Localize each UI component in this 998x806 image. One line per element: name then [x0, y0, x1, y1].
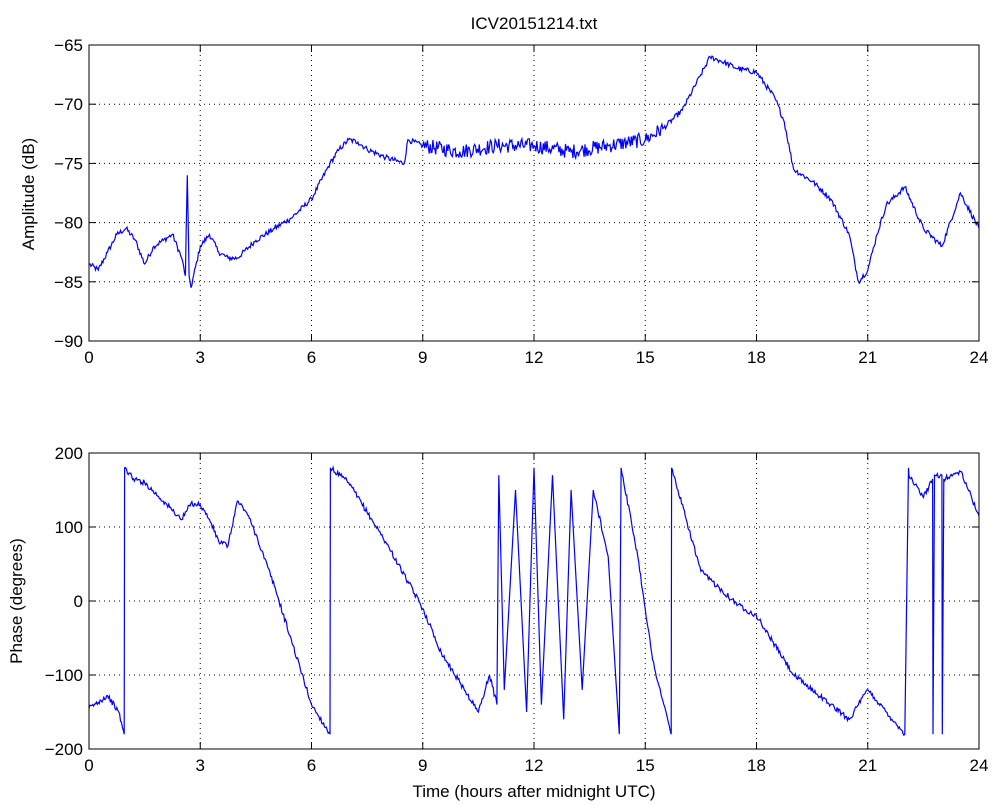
- series-line: [88, 55, 980, 288]
- y-tick-label: −90: [54, 332, 83, 351]
- x-tick-label: 15: [636, 756, 655, 775]
- y-tick-label: −85: [54, 273, 83, 292]
- y-tick-label: −70: [54, 95, 83, 114]
- y-tick-label: −75: [54, 154, 83, 173]
- phase-plot: 0 3 6 9 12 15 18 21 24 −200 −100 0 100 200: [45, 444, 989, 775]
- series-line: [88, 465, 980, 737]
- x-tick-label: 21: [858, 756, 877, 775]
- x-tick-label: 21: [858, 348, 877, 367]
- x-tick-label: 15: [636, 348, 655, 367]
- y-tick-label: −65: [54, 36, 83, 55]
- x-tick-label: 12: [525, 348, 544, 367]
- x-tick-label: 9: [418, 756, 427, 775]
- x-tick-label: 6: [307, 348, 316, 367]
- x-tick-label: 3: [196, 756, 205, 775]
- y-tick-label: −100: [45, 666, 83, 685]
- x-tick-label: 18: [747, 348, 766, 367]
- phase-y-axis-label: Phase (degrees): [7, 538, 26, 664]
- x-tick-label: 18: [747, 756, 766, 775]
- y-tick-label: −200: [45, 740, 83, 759]
- axes-frame: [88, 44, 980, 342]
- x-tick-label: 3: [196, 348, 205, 367]
- y-tick-label: 0: [74, 592, 83, 611]
- x-tick-label: 9: [418, 348, 427, 367]
- y-tick-label: 100: [55, 518, 83, 537]
- amplitude-plot: 0 3 6 9 12 15 18 21 24 −90 −85 −80 −75 −70 −65: [54, 36, 988, 367]
- x-tick-label: 0: [84, 756, 93, 775]
- amplitude-y-axis-label: Amplitude (dB): [19, 138, 38, 250]
- x-tick-label: 12: [525, 756, 544, 775]
- y-tick-label: −80: [54, 214, 83, 233]
- x-tick-label: 6: [307, 756, 316, 775]
- x-tick-label: 24: [970, 348, 989, 367]
- y-tick-label: 200: [55, 444, 83, 463]
- chart-title: ICV20151214.txt: [471, 14, 598, 33]
- x-tick-label: 0: [84, 348, 93, 367]
- x-axis-label: Time (hours after midnight UTC): [412, 782, 655, 801]
- x-tick-label: 24: [970, 756, 989, 775]
